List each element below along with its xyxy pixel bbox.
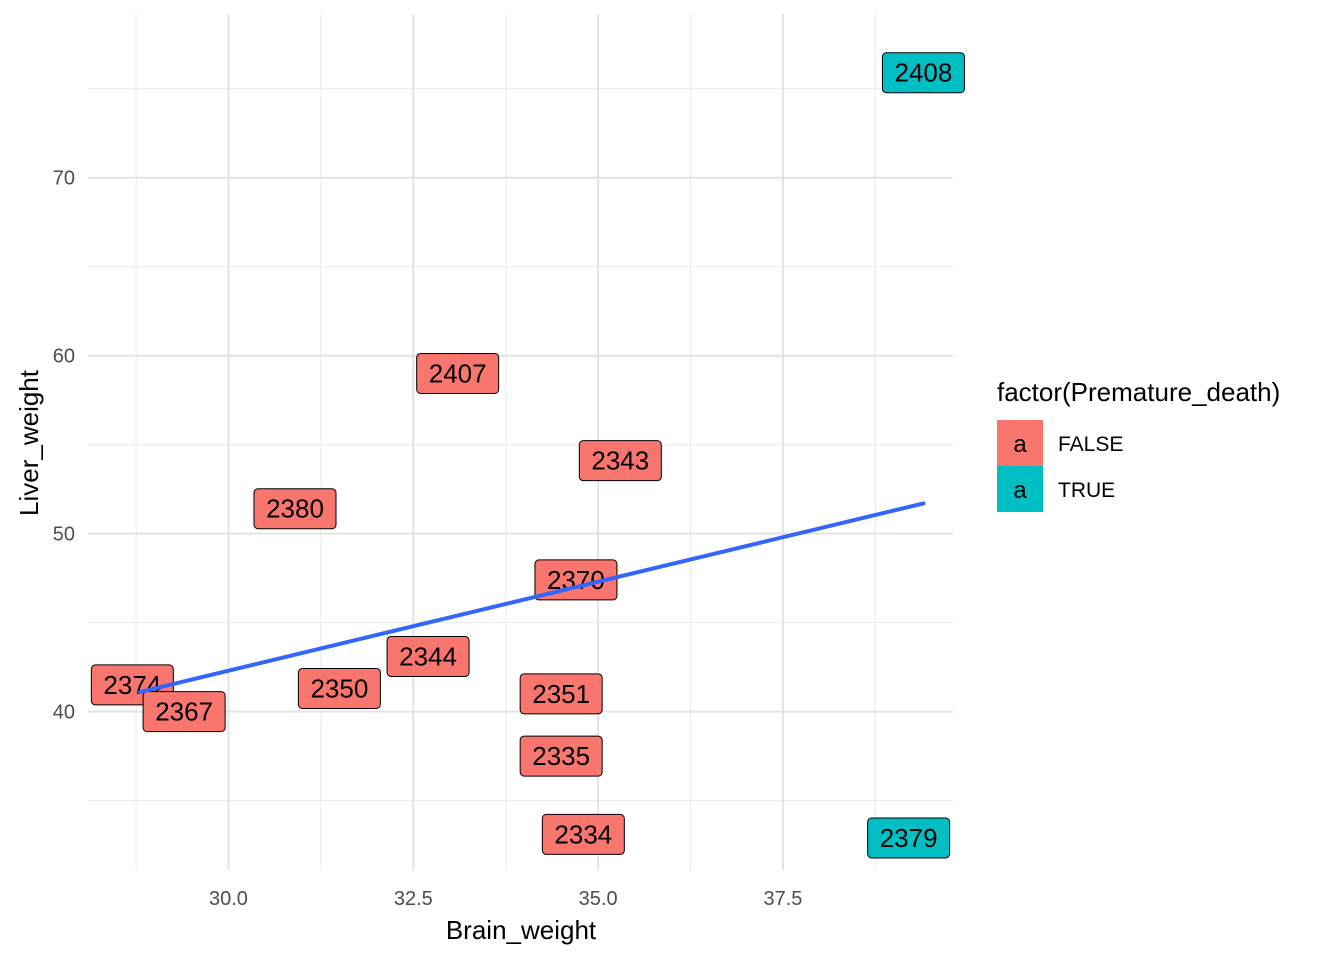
grid-minor (88, 14, 953, 870)
y-tick-label: 50 (53, 524, 75, 546)
legend-key (997, 420, 1043, 466)
point-label-2408: 2408 (881, 52, 965, 94)
point-label-2343: 2343 (578, 440, 662, 482)
trend-line (137, 501, 926, 695)
legend-label: TRUE (1058, 479, 1115, 502)
legend-items: a FALSE a TRUE (997, 420, 1123, 512)
x-tick-label: 30.0 (209, 888, 248, 910)
point-label-box (578, 440, 662, 482)
point-label-2407: 2407 (416, 352, 500, 394)
legend-key-glyph: a (1013, 477, 1027, 504)
point-label-2335: 2335 (519, 735, 603, 777)
point-label-box (297, 667, 381, 709)
y-axis-title: Liver_weight (14, 369, 44, 516)
legend-label: FALSE (1058, 433, 1123, 456)
legend-key (997, 466, 1043, 512)
point-label-box (386, 635, 470, 677)
point-label-box (519, 735, 603, 777)
point-label-box (881, 52, 965, 94)
y-tick-label: 60 (53, 346, 75, 368)
point-label-text: 2408 (895, 58, 953, 88)
x-tick-label: 32.5 (394, 888, 433, 910)
point-label-text: 2344 (399, 641, 457, 671)
point-label-2344: 2344 (386, 635, 470, 677)
legend-item-true: a TRUE (997, 466, 1115, 512)
legend: factor(Premature_death) a FALSE a TRUE (997, 377, 1280, 512)
legend-title: factor(Premature_death) (997, 377, 1280, 407)
point-label-2379: 2379 (867, 817, 951, 859)
x-tick-label: 35.0 (579, 888, 618, 910)
point-label-text: 2367 (155, 697, 213, 727)
point-label-text: 2350 (310, 673, 368, 703)
point-label-text: 2343 (591, 446, 649, 476)
point-label-2334: 2334 (541, 813, 625, 855)
y-axis-ticks: 40 50 60 70 (53, 168, 75, 724)
legend-item-false: a FALSE (997, 420, 1123, 466)
x-tick-label: 37.5 (763, 888, 802, 910)
point-label-box (253, 488, 337, 530)
point-label-2367: 2367 (142, 691, 226, 733)
legend-key-glyph: a (1013, 431, 1027, 458)
point-label-text: 2380 (266, 494, 324, 524)
point-label-text: 2407 (429, 358, 487, 388)
point-label-2380: 2380 (253, 488, 337, 530)
point-label-box (416, 352, 500, 394)
point-label-box (541, 813, 625, 855)
trend-line-layer (137, 501, 926, 695)
point-label-text: 2335 (532, 741, 590, 771)
y-tick-label: 40 (53, 702, 75, 724)
point-label-text: 2379 (880, 823, 938, 853)
point-label-box (867, 817, 951, 859)
point-label-text: 2351 (532, 679, 590, 709)
x-axis-title: Brain_weight (446, 915, 597, 945)
point-label-box (142, 691, 226, 733)
point-label-2350: 2350 (297, 667, 381, 709)
point-label-text: 2334 (554, 819, 612, 849)
y-tick-label: 70 (53, 168, 75, 190)
point-label-box (519, 673, 603, 715)
point-label-2351: 2351 (519, 673, 603, 715)
x-axis-ticks: 30.0 32.5 35.0 37.5 (209, 888, 802, 910)
